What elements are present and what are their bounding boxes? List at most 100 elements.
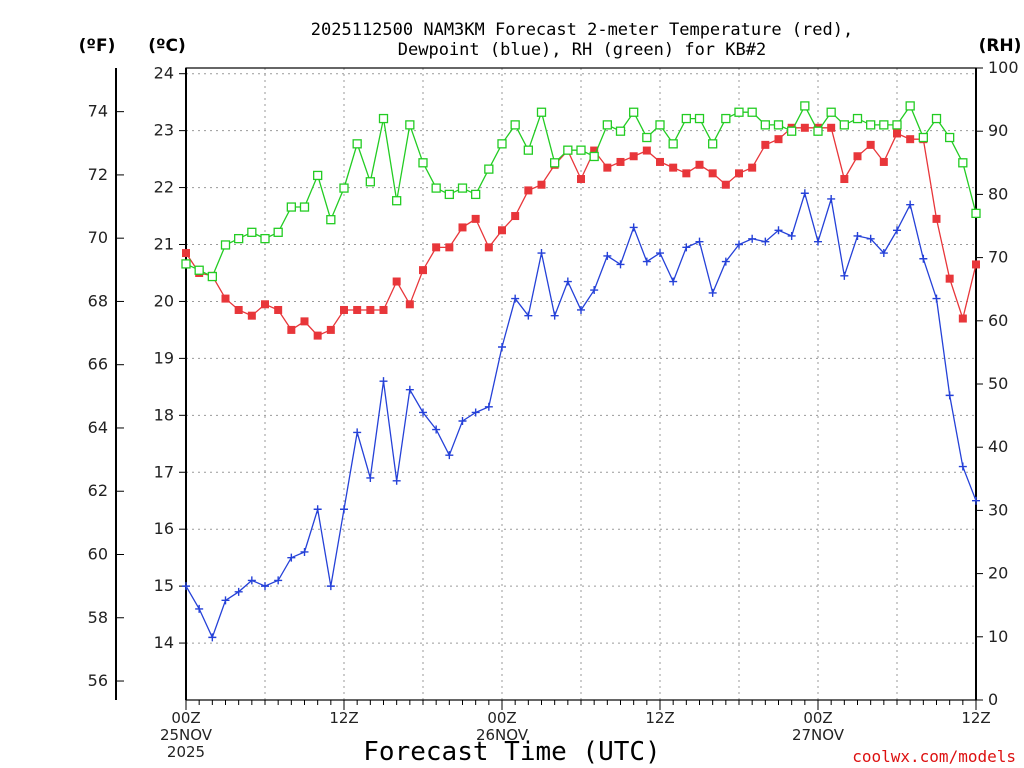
temperature-point bbox=[511, 212, 520, 221]
rh-point bbox=[273, 227, 283, 237]
rh-point bbox=[457, 183, 468, 193]
dewpoint-point bbox=[840, 271, 849, 280]
rh-point bbox=[576, 145, 586, 155]
celsius-tick-label: 15 bbox=[154, 576, 174, 595]
temperature-point bbox=[313, 331, 322, 340]
dewpoint-point bbox=[906, 200, 915, 209]
rh-point bbox=[405, 120, 415, 130]
celsius-tick-label: 14 bbox=[154, 633, 174, 652]
dewpoint-point bbox=[392, 476, 401, 485]
temperature-point bbox=[261, 300, 269, 309]
fahrenheit-tick-label: 68 bbox=[88, 291, 108, 310]
rh-point bbox=[905, 101, 915, 111]
celsius-tick-label: 18 bbox=[154, 405, 174, 424]
dewpoint-point bbox=[313, 505, 322, 514]
dewpoint-point bbox=[879, 249, 888, 258]
temperature-point bbox=[458, 223, 467, 232]
rh-tick-label: 40 bbox=[988, 437, 1008, 456]
grid-lines bbox=[186, 68, 976, 700]
dewpoint-point bbox=[708, 288, 717, 297]
temperature-point bbox=[972, 260, 980, 269]
dewpoint-point bbox=[616, 260, 625, 269]
rh-tick-label: 50 bbox=[988, 374, 1008, 393]
celsius-tick-label: 22 bbox=[154, 178, 174, 197]
rh-tick-label: 70 bbox=[988, 248, 1008, 267]
x-tick-label: 12Z bbox=[645, 709, 674, 727]
rh-line bbox=[185, 104, 977, 278]
temperature-point bbox=[353, 305, 362, 314]
temperature-point bbox=[866, 140, 875, 149]
rh-point bbox=[194, 265, 204, 275]
plot-frame bbox=[185, 67, 977, 701]
temperature-point bbox=[616, 157, 625, 166]
temperature-point bbox=[392, 277, 401, 286]
dewpoint-point bbox=[221, 596, 230, 605]
rh-point bbox=[510, 120, 520, 130]
dewpoint-point bbox=[577, 305, 585, 314]
rh-point bbox=[734, 107, 744, 117]
temperature-point bbox=[432, 243, 441, 252]
temperature-point bbox=[419, 266, 427, 275]
rh-unit-label: (RH) bbox=[979, 36, 1022, 56]
celsius-tick-label: 24 bbox=[154, 64, 174, 83]
celsius-tick-label: 21 bbox=[154, 235, 174, 254]
rh-point bbox=[484, 164, 494, 174]
rh-tick-label: 20 bbox=[988, 564, 1008, 583]
rh-point bbox=[563, 145, 573, 155]
rh-point bbox=[655, 120, 665, 130]
rh-point bbox=[299, 202, 310, 212]
dewpoint-point bbox=[445, 451, 454, 460]
dewpoint-point bbox=[761, 237, 770, 246]
temperature-point bbox=[945, 274, 954, 283]
rh-point bbox=[431, 183, 441, 193]
dewpoint-point bbox=[432, 425, 441, 434]
temperature-point bbox=[300, 317, 309, 326]
x-tick-label: 00Z bbox=[803, 709, 832, 727]
fahrenheit-tick-label: 74 bbox=[88, 102, 108, 121]
rh-point bbox=[523, 145, 533, 155]
rh-point bbox=[839, 120, 849, 130]
celsius-tick-label: 23 bbox=[154, 121, 174, 140]
rh-point bbox=[352, 139, 362, 149]
celsius-tick-label: 19 bbox=[154, 348, 174, 367]
celsius-tick-label: 16 bbox=[154, 519, 174, 538]
dewpoint-point bbox=[800, 189, 809, 198]
dewpoint-point bbox=[748, 234, 757, 243]
rh-point bbox=[813, 126, 823, 136]
fahrenheit-tick-label: 62 bbox=[88, 481, 108, 500]
dewpoint-point bbox=[893, 226, 901, 235]
dewpoint-point bbox=[563, 277, 572, 286]
temperature-point bbox=[524, 186, 533, 195]
temperature-point bbox=[366, 305, 375, 314]
dewpoint-point bbox=[629, 223, 638, 232]
temperature-point bbox=[682, 169, 691, 178]
dewpoint-point bbox=[379, 377, 388, 386]
dewpoint-point bbox=[866, 234, 875, 243]
dewpoint-point bbox=[695, 237, 704, 246]
fahrenheit-tick-label: 60 bbox=[88, 544, 108, 563]
rh-point bbox=[892, 120, 902, 130]
x-tick-label: 26NOV bbox=[476, 726, 529, 744]
temperature-point bbox=[629, 152, 638, 161]
x-tick-label: 12Z bbox=[329, 709, 358, 727]
rh-point bbox=[392, 196, 402, 206]
temperature-point bbox=[247, 311, 256, 320]
rh-point bbox=[629, 107, 639, 117]
temperature-point bbox=[221, 294, 230, 303]
dewpoint-point bbox=[603, 251, 612, 260]
dewpoint-point bbox=[287, 553, 296, 562]
dewpoint-point bbox=[945, 391, 954, 400]
x-tick-label: 00Z bbox=[171, 709, 200, 727]
dewpoint-point bbox=[721, 257, 730, 266]
fahrenheit-tick-label: 64 bbox=[88, 418, 108, 437]
fahrenheit-tick-label: 58 bbox=[88, 608, 108, 627]
dewpoint-point bbox=[814, 237, 822, 246]
rh-point bbox=[668, 139, 678, 149]
rh-tick-label: 90 bbox=[988, 121, 1008, 140]
rh-point bbox=[787, 126, 797, 136]
rh-point bbox=[339, 183, 349, 193]
rh-point bbox=[826, 107, 836, 117]
dewpoint-point bbox=[537, 249, 546, 258]
temperature-point bbox=[708, 169, 717, 178]
x-axis-label: Forecast Time (UTC) bbox=[363, 737, 660, 767]
